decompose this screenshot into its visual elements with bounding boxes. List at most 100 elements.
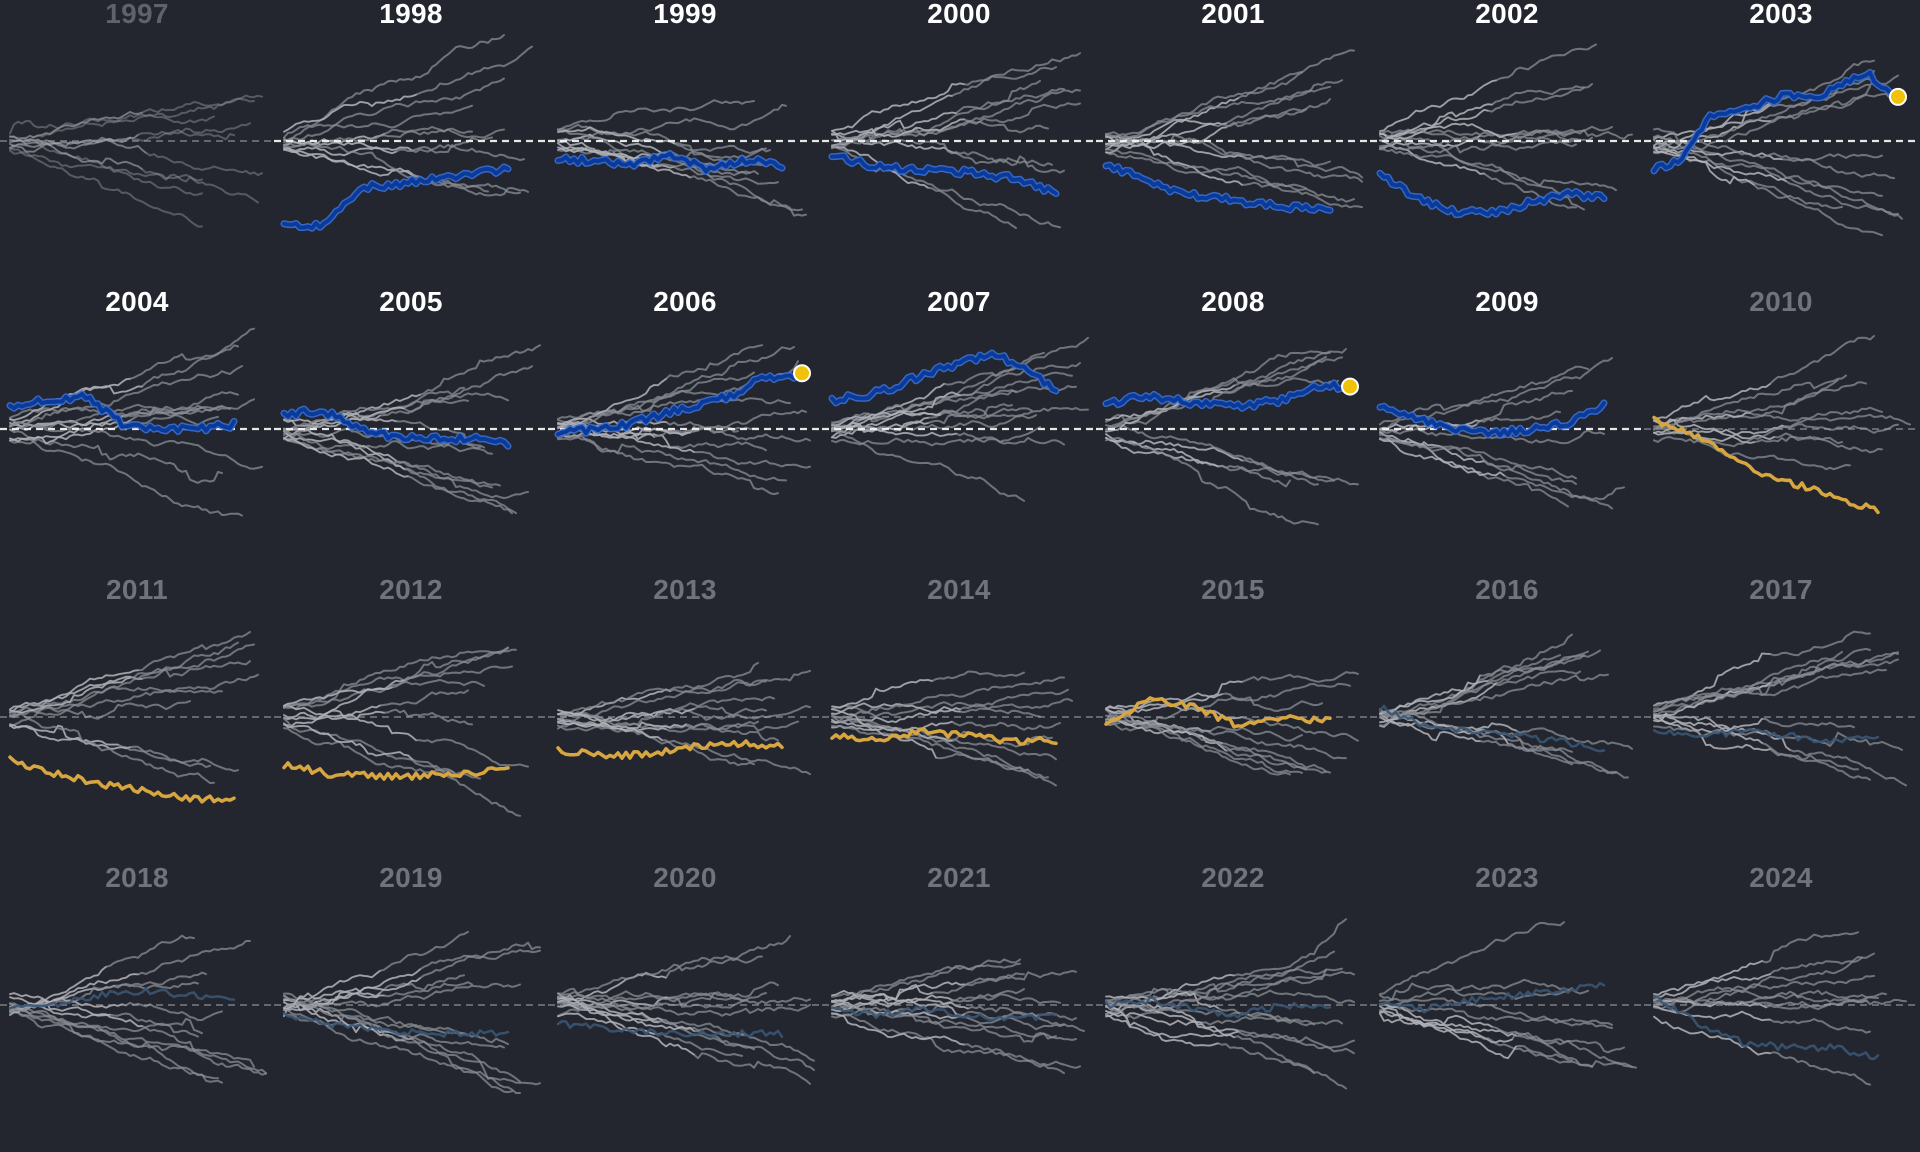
grey-series-line [9,365,243,427]
panel-2019: 2019 [274,864,548,1152]
highlight-series-line [556,1019,784,1039]
grey-series-highlight [1653,973,1771,996]
grey-series-line [9,149,203,228]
highlight-series-line [1652,415,1880,515]
grey-series-highlight [283,711,385,720]
grey-series-line [1105,967,1343,1015]
grey-series-line [1653,418,1843,445]
grey-series-line [831,969,1077,1003]
grey-series-line [283,981,473,1012]
grey-series-line [831,989,1085,1032]
grey-series-line [831,676,1065,724]
grey-series-line [831,362,1081,432]
grey-series-line [1105,991,1315,1026]
panel-2009: 2009 [1370,288,1644,576]
grey-series-line [557,955,763,1002]
grey-series-line [1379,633,1573,715]
highlight-series-line [8,755,236,804]
grey-series-line [1653,335,1875,421]
grey-series-line [831,688,1069,724]
grey-series-line [831,958,1021,998]
grey-series-line [283,994,465,1036]
year-label: 2017 [1749,574,1813,605]
panel-2005: 2005 [274,288,548,576]
grey-series-highlight [557,720,687,731]
grey-series-line [1379,978,1573,1002]
grey-series-line [831,102,1081,138]
panel-plot [274,344,548,515]
grey-series-line [831,718,1029,773]
grey-series-line [1379,133,1593,151]
panel-plot [1644,931,1918,1086]
grey-series-line [831,87,1065,143]
panel-plot [822,336,1096,502]
grey-series-line [9,94,263,150]
year-label: 2001 [1201,0,1265,29]
grey-series-line [283,128,505,149]
grey-series-line [831,720,1061,733]
grey-series-line [1379,125,1613,154]
grey-series-highlight [1379,109,1489,141]
panel-2022: 2022 [1096,864,1370,1152]
grey-series-line [831,52,1081,132]
panel-plot [1644,59,1918,237]
grey-series-line [831,426,1025,502]
panel-plot [548,344,822,496]
grey-series-line [1653,406,1883,448]
grey-series-line [1653,651,1899,711]
year-label: 1998 [379,0,443,29]
grey-series-line [9,992,203,1035]
grey-series-line [1379,1002,1593,1067]
grey-series-line [557,935,791,999]
grey-series-highlight [283,138,397,154]
grey-series-line [557,669,811,730]
grey-series-line [1379,128,1581,151]
grey-series-line [831,407,1033,427]
grey-series-line [9,418,263,470]
grey-series-line [283,427,501,487]
panel-1998: 1998 [274,0,548,288]
panel-2011: 2011 [0,576,274,864]
grey-series-line [1379,86,1585,141]
highlight-series-line [282,164,510,231]
grey-series-line [1653,381,1867,430]
grey-series-highlight [1379,438,1505,477]
grey-series-highlight [9,378,131,421]
panel-plot [1644,630,1918,787]
grey-series-line [1105,436,1291,488]
year-label: 2006 [653,286,717,317]
grey-series-line [557,999,747,1037]
grey-series-line [1653,668,1887,707]
grey-series-line [283,727,481,780]
grey-series-highlight [557,421,695,453]
panel-2002: 2002 [1370,0,1644,288]
grey-series-line [1653,413,1911,426]
grey-series-line [1379,1005,1633,1068]
grey-series-line [283,430,513,515]
grey-series-line [831,698,1073,715]
panel-2023: 2023 [1370,864,1644,1152]
grey-series-line [557,128,803,212]
grey-series-line [9,113,215,135]
grey-series-highlight [1379,103,1493,142]
highlight-series-line [830,351,1058,405]
grey-series-line [1379,83,1593,142]
grey-series-highlight [1653,652,1771,707]
grey-series-line [557,981,779,1017]
grey-series-highlight [1379,122,1517,139]
grey-series-line [9,713,215,784]
panel-plot [548,99,822,217]
grey-series-line [1105,1010,1291,1026]
grey-series-line [1105,1004,1315,1075]
year-label: 2014 [927,574,991,605]
endpoint-marker [1889,87,1907,106]
grey-series-highlight [9,992,111,1017]
grey-series-line [831,120,1049,142]
grey-series-line [557,436,779,496]
grey-series-line [831,670,1025,709]
year-label: 2020 [653,862,717,893]
grey-series-line [1379,436,1577,480]
highlight-series-line [830,1005,1058,1022]
grey-series-line [283,930,469,1009]
grey-series-highlight [1653,717,1771,751]
